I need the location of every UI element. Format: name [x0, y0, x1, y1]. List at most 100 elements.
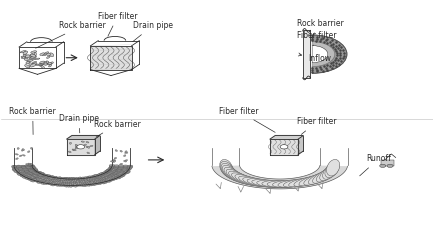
Ellipse shape — [100, 177, 105, 180]
Ellipse shape — [73, 184, 77, 187]
Ellipse shape — [15, 154, 18, 155]
Ellipse shape — [101, 174, 106, 177]
Ellipse shape — [98, 178, 102, 180]
Ellipse shape — [46, 182, 49, 185]
Ellipse shape — [229, 171, 251, 184]
Ellipse shape — [48, 183, 51, 185]
Ellipse shape — [66, 177, 70, 181]
Ellipse shape — [113, 166, 119, 168]
Ellipse shape — [283, 179, 312, 187]
Ellipse shape — [43, 176, 48, 179]
Ellipse shape — [81, 182, 85, 185]
Ellipse shape — [90, 177, 95, 180]
Ellipse shape — [35, 171, 39, 173]
Ellipse shape — [30, 174, 35, 176]
Ellipse shape — [29, 170, 34, 173]
Ellipse shape — [124, 161, 126, 162]
Ellipse shape — [55, 177, 58, 179]
Ellipse shape — [87, 178, 92, 181]
Ellipse shape — [76, 180, 81, 184]
Ellipse shape — [110, 173, 115, 176]
Ellipse shape — [30, 174, 33, 175]
Ellipse shape — [96, 178, 100, 181]
Ellipse shape — [49, 181, 53, 184]
Ellipse shape — [111, 176, 115, 178]
Ellipse shape — [49, 62, 53, 65]
Ellipse shape — [76, 184, 79, 186]
Ellipse shape — [96, 181, 101, 185]
Ellipse shape — [29, 58, 35, 60]
Ellipse shape — [243, 177, 271, 187]
Ellipse shape — [115, 170, 121, 172]
Ellipse shape — [93, 175, 98, 178]
Ellipse shape — [100, 181, 105, 184]
Text: Rock barrier: Rock barrier — [94, 120, 141, 137]
Ellipse shape — [13, 167, 16, 168]
Ellipse shape — [73, 178, 76, 180]
Ellipse shape — [119, 170, 125, 173]
Ellipse shape — [24, 165, 30, 167]
Ellipse shape — [23, 176, 28, 178]
Ellipse shape — [113, 167, 119, 169]
Ellipse shape — [110, 161, 114, 162]
Ellipse shape — [81, 141, 85, 142]
Ellipse shape — [16, 172, 21, 174]
Ellipse shape — [46, 175, 49, 177]
Ellipse shape — [32, 168, 36, 169]
Ellipse shape — [30, 167, 36, 169]
Ellipse shape — [46, 175, 51, 178]
Ellipse shape — [102, 177, 106, 179]
Ellipse shape — [320, 165, 337, 181]
Ellipse shape — [98, 174, 103, 176]
Ellipse shape — [69, 182, 73, 185]
Ellipse shape — [18, 169, 23, 171]
Ellipse shape — [99, 173, 104, 176]
Ellipse shape — [42, 180, 46, 182]
Ellipse shape — [18, 169, 22, 170]
Ellipse shape — [53, 180, 56, 183]
Ellipse shape — [289, 177, 317, 187]
Ellipse shape — [103, 174, 109, 177]
Ellipse shape — [33, 173, 39, 175]
Ellipse shape — [26, 177, 30, 179]
Ellipse shape — [70, 179, 72, 182]
Ellipse shape — [31, 168, 38, 171]
Ellipse shape — [118, 174, 124, 177]
Ellipse shape — [22, 175, 26, 177]
Ellipse shape — [46, 53, 51, 56]
Ellipse shape — [28, 173, 33, 175]
Ellipse shape — [100, 179, 104, 182]
Ellipse shape — [78, 179, 81, 182]
Ellipse shape — [252, 179, 282, 187]
Ellipse shape — [106, 177, 111, 180]
Ellipse shape — [98, 176, 102, 179]
Ellipse shape — [108, 177, 112, 179]
Ellipse shape — [114, 165, 119, 167]
Ellipse shape — [280, 145, 288, 149]
Ellipse shape — [60, 180, 64, 183]
Ellipse shape — [23, 54, 29, 57]
Ellipse shape — [102, 172, 107, 174]
Ellipse shape — [34, 170, 38, 172]
Ellipse shape — [46, 56, 50, 58]
Ellipse shape — [53, 178, 56, 180]
Ellipse shape — [113, 172, 118, 174]
Ellipse shape — [86, 183, 91, 186]
Ellipse shape — [43, 174, 47, 176]
Ellipse shape — [34, 175, 38, 178]
Ellipse shape — [111, 169, 117, 172]
Ellipse shape — [100, 173, 105, 175]
Ellipse shape — [44, 180, 47, 182]
Ellipse shape — [85, 182, 89, 185]
Ellipse shape — [294, 176, 321, 186]
Ellipse shape — [114, 171, 119, 173]
Ellipse shape — [100, 175, 105, 178]
Ellipse shape — [99, 180, 102, 182]
Ellipse shape — [278, 179, 308, 187]
Ellipse shape — [108, 168, 112, 170]
Ellipse shape — [53, 181, 57, 185]
Ellipse shape — [25, 165, 30, 167]
Ellipse shape — [44, 63, 48, 65]
Ellipse shape — [23, 169, 29, 172]
Ellipse shape — [224, 167, 243, 182]
